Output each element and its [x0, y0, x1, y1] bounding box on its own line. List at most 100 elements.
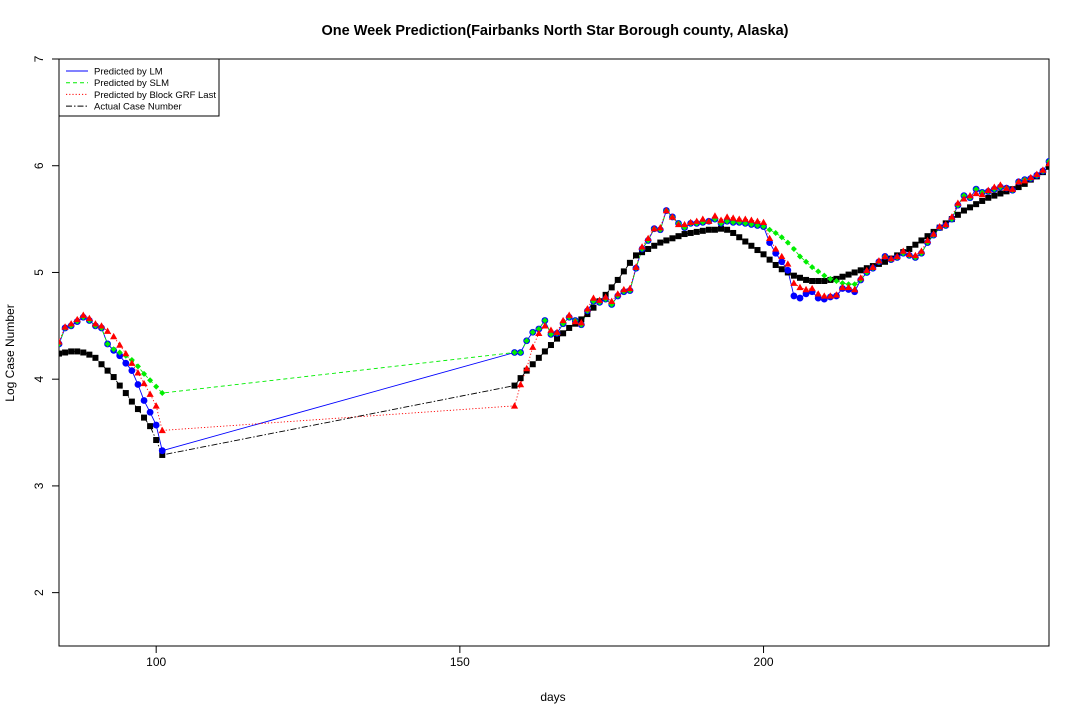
point-s3-66 [802, 285, 810, 293]
point-s2-62 [778, 234, 785, 241]
point-s3-24 [547, 326, 555, 333]
point-s3-56 [741, 215, 749, 222]
point-s3-79 [881, 252, 889, 260]
point-s3-64 [790, 279, 798, 286]
point-s3-5 [85, 314, 93, 322]
point-s3-90 [948, 213, 956, 220]
point-s3-78 [875, 257, 883, 264]
point-s3-50 [705, 217, 713, 224]
point-s3-25 [553, 328, 561, 335]
point-s3-70 [826, 292, 834, 299]
point-s3-67 [808, 284, 816, 292]
point-s3-26 [559, 316, 567, 324]
point-s0-72 [839, 273, 846, 280]
x-tick-label-1: 150 [450, 655, 470, 669]
point-s3-9 [110, 332, 118, 340]
point-s0-15 [147, 423, 154, 430]
point-s3-74 [851, 285, 859, 293]
point-s3-76 [863, 266, 871, 274]
chart-title: One Week Prediction(Fairbanks North Star… [321, 23, 788, 39]
point-s3-31 [589, 294, 598, 301]
point-s0-92 [960, 207, 967, 214]
point-s3-7 [97, 322, 106, 329]
point-s0-54 [730, 229, 737, 236]
point-s0-95 [979, 197, 986, 204]
point-s0-0 [59, 350, 62, 357]
point-s3-75 [857, 274, 865, 281]
point-s1-10 [116, 352, 124, 360]
series-line-2 [59, 161, 1049, 394]
point-s1-15 [146, 408, 154, 416]
series-markers [59, 158, 1049, 458]
point-s0-45 [675, 233, 682, 240]
point-s3-83 [905, 250, 913, 258]
point-s0-106 [1046, 163, 1049, 170]
point-s0-98 [997, 190, 1004, 197]
point-s3-29 [577, 319, 585, 326]
point-s3-0 [59, 338, 63, 345]
point-s2-65 [796, 253, 803, 260]
point-s2-21 [529, 329, 536, 336]
point-s3-54 [729, 214, 737, 221]
point-s0-16 [153, 437, 160, 444]
point-s0-37 [626, 259, 633, 266]
legend-label-0: Predicted by LM [94, 67, 163, 78]
point-s3-88 [936, 222, 944, 230]
point-s0-17 [159, 451, 166, 458]
series-line-3 [59, 163, 1049, 431]
point-s3-48 [693, 217, 701, 224]
point-s2-70 [827, 275, 834, 282]
point-s0-75 [857, 267, 864, 274]
point-s0-27 [566, 324, 573, 331]
point-s3-102 [1021, 177, 1029, 184]
point-s2-14 [141, 370, 148, 377]
point-s3-86 [923, 236, 932, 244]
point-s3-82 [899, 247, 907, 254]
point-s3-93 [966, 192, 974, 199]
point-s1-11 [122, 359, 130, 367]
point-s3-59 [759, 218, 768, 225]
point-s3-63 [784, 260, 792, 267]
point-s2-60 [766, 226, 773, 233]
point-s3-52 [717, 216, 725, 223]
point-s0-40 [645, 245, 652, 252]
point-s3-104 [1033, 170, 1041, 177]
point-s3-99 [1002, 184, 1011, 191]
x-axis-label: days [540, 690, 565, 704]
legend-label-3: Actual Case Number [94, 102, 182, 113]
point-s3-89 [942, 220, 950, 228]
point-s3-77 [869, 263, 877, 270]
point-s3-22 [535, 329, 543, 336]
point-s0-13 [134, 406, 141, 413]
point-s1-12 [128, 367, 136, 375]
point-s3-60 [766, 234, 774, 242]
point-s0-97 [991, 192, 998, 199]
point-s0-55 [736, 234, 743, 241]
point-s0-41 [651, 242, 658, 249]
point-s3-21 [529, 343, 537, 350]
point-s2-72 [839, 280, 846, 287]
point-s2-16 [153, 383, 160, 390]
point-s3-103 [1027, 173, 1035, 181]
plot-frame [58, 58, 1050, 647]
series-points-1 [59, 158, 1049, 455]
point-s2-10 [116, 349, 123, 356]
point-s3-49 [699, 215, 707, 222]
y-tick-label-2: 4 [32, 376, 46, 383]
point-s3-27 [565, 311, 573, 318]
point-s3-92 [960, 195, 968, 202]
point-s0-42 [657, 239, 664, 246]
point-s3-101 [1015, 178, 1023, 185]
point-s3-106 [1045, 159, 1049, 167]
point-s1-65 [796, 294, 804, 302]
point-s3-17 [158, 426, 166, 434]
series-points-0 [59, 163, 1049, 458]
point-s0-8 [104, 367, 111, 374]
series-points-2 [59, 158, 1049, 397]
point-s3-47 [687, 218, 695, 225]
point-s2-63 [784, 239, 791, 246]
point-s3-13 [134, 369, 142, 376]
point-s2-17 [159, 390, 166, 397]
point-s3-3 [73, 315, 81, 323]
point-s0-50 [705, 226, 712, 233]
